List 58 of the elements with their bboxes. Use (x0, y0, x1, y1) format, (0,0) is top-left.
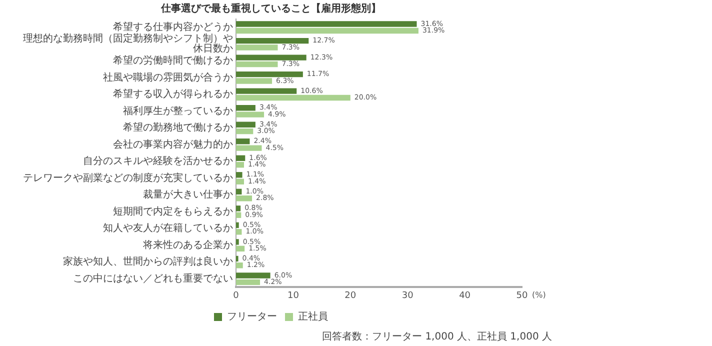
bar (236, 78, 272, 84)
bar (236, 104, 256, 111)
bar (236, 229, 242, 235)
y-tick-label: 希望する仕事内容かどうか (113, 20, 233, 33)
bar (236, 138, 250, 144)
y-tick-label: 希望する収入が得られるか (113, 88, 233, 100)
y-tick-label: テレワークや副業などの制度が充実しているか (23, 172, 233, 184)
bar (236, 145, 262, 151)
y-tick-label: 短期間で内定をもらえるか (113, 205, 233, 218)
bar (236, 44, 278, 50)
bar (236, 239, 239, 245)
chart-title: 仕事選びで最も重視していること【雇用形態別】 (160, 2, 381, 15)
y-tick-label: 福利厚生が整っているか (123, 104, 233, 117)
bar (236, 196, 252, 202)
y-tick-label: 裁量が大きい仕事か (143, 188, 233, 201)
x-tick-label: 0 (233, 290, 240, 301)
y-tick-label: 自分のスキルや経験を活かせるか (83, 155, 233, 168)
bar (236, 71, 303, 78)
bar (236, 279, 260, 286)
y-tick-label: 理想的な勤務時間（固定勤務制やシフト制）や休日数か (23, 32, 233, 55)
bar (236, 212, 242, 218)
bar (236, 222, 239, 228)
y-tick-label: 家族や知人、世間からの評判は良いか (63, 256, 233, 268)
x-tick-label: 20 (344, 290, 356, 301)
x-tick-label: 30 (402, 290, 414, 301)
y-tick-label: 将来性のある企業か (142, 238, 233, 251)
bar (236, 172, 242, 178)
legend-label: フリーター (227, 312, 277, 323)
bar (236, 28, 418, 34)
bar (236, 188, 242, 195)
y-tick-label: 会社の事業内容が魅力的か (113, 138, 233, 150)
bar (236, 112, 264, 118)
x-axis-title: (%) (532, 290, 546, 300)
bar (236, 162, 244, 168)
x-tick-label: 10 (287, 290, 300, 301)
bar (236, 128, 254, 134)
bar (236, 122, 256, 128)
bar (236, 155, 246, 161)
bar (236, 272, 270, 278)
text: 回答者数：フリーター 1,000 人、正社員 1,000 人 (322, 330, 552, 343)
bar (236, 88, 297, 94)
y-tick-label: 希望の労働時間で働けるか (113, 54, 233, 66)
bar (236, 38, 309, 44)
y-tick-label: この中にはない／どれも重要でない (73, 272, 233, 284)
bar (236, 54, 306, 60)
y-tick-label: 希望の勤務地で働けるか (123, 122, 233, 134)
y-tick-label: 社風や職場の雰囲気が合うか (103, 71, 233, 84)
bar (236, 94, 350, 101)
y-tick-label: 知人や友人が在籍しているか (103, 222, 233, 234)
bar (236, 21, 417, 27)
bar (236, 246, 245, 252)
bar (236, 262, 243, 268)
legend-label: 正社員 (298, 310, 328, 323)
bar (236, 206, 241, 212)
bar (236, 178, 244, 184)
x-tick-label: 40 (459, 290, 471, 301)
bar (236, 61, 278, 68)
x-tick-label: 50 (516, 290, 528, 301)
